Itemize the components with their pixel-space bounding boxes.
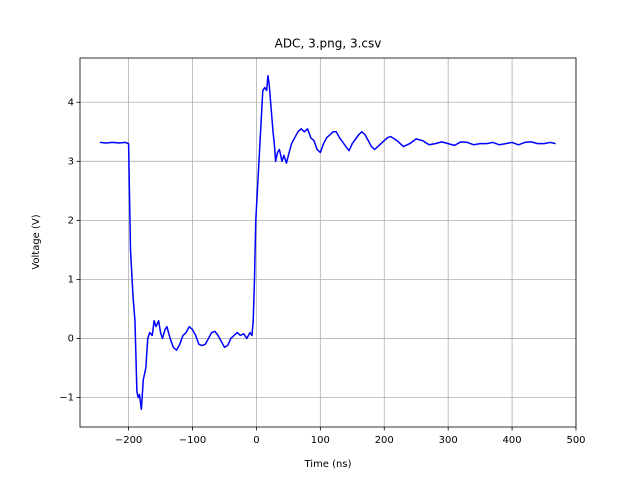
x-tick-label: 300	[439, 435, 458, 446]
x-tick-label: 200	[375, 435, 394, 446]
x-tick-label: 100	[311, 435, 330, 446]
x-tick-label: 0	[253, 435, 259, 446]
x-axis-label: Time (ns)	[303, 459, 351, 470]
x-tick-label: −100	[179, 435, 206, 446]
y-tick-label: 3	[68, 156, 74, 167]
y-tick-label: 4	[68, 97, 74, 108]
y-tick-label: 1	[68, 274, 74, 285]
plot-frame	[79, 57, 577, 428]
x-tick-label: 500	[566, 435, 585, 446]
chart-title: ADC, 3.png, 3.csv	[275, 37, 382, 51]
y-tick-label: −1	[59, 392, 74, 403]
y-axis-label: Voltage (V)	[31, 214, 42, 269]
y-tick-label: 2	[68, 215, 74, 226]
y-tick-label: 0	[68, 333, 74, 344]
data-line	[99, 74, 556, 411]
x-tick-label: −200	[115, 435, 142, 446]
x-tick-label: 400	[503, 435, 522, 446]
